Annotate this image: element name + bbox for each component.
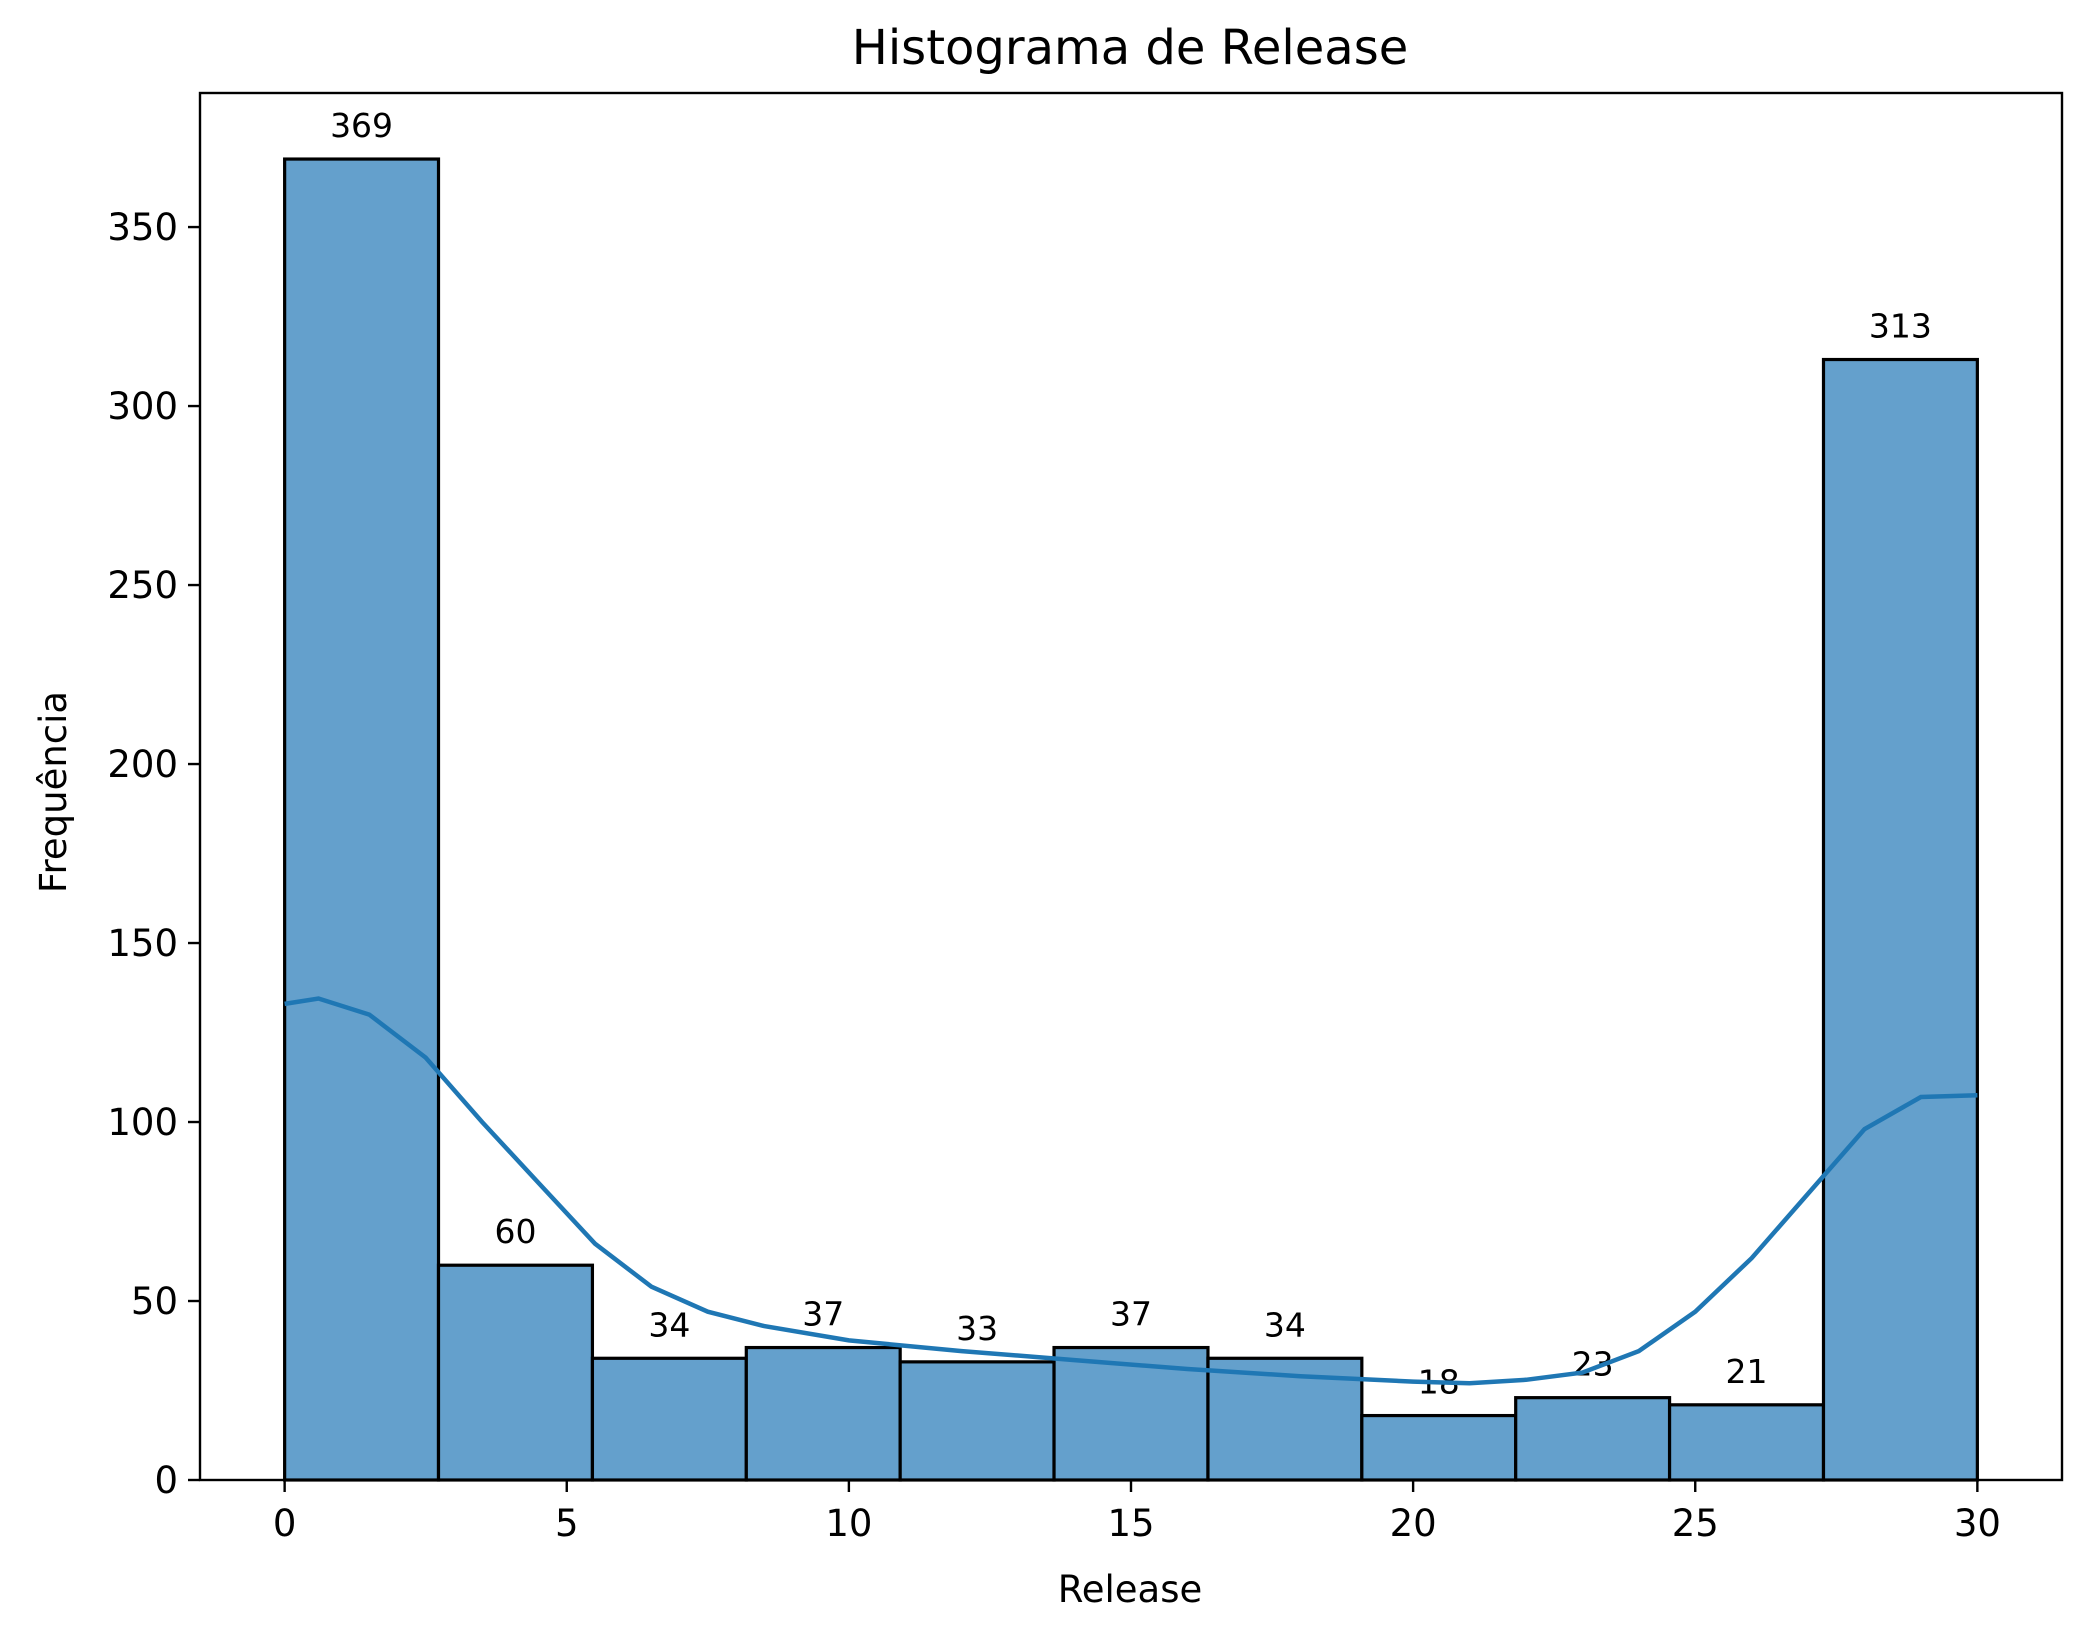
x-axis-ticks: 0 5 10 15 20 25 30 bbox=[273, 1480, 2001, 1545]
y-tick-label: 100 bbox=[107, 1101, 178, 1144]
bar-value-label: 369 bbox=[330, 106, 393, 145]
bar-value-label: 313 bbox=[1869, 307, 1932, 346]
x-tick-label: 15 bbox=[1107, 1502, 1154, 1545]
x-tick-label: 20 bbox=[1390, 1502, 1437, 1545]
x-tick-label: 10 bbox=[825, 1502, 872, 1545]
y-tick-label: 200 bbox=[107, 743, 178, 786]
y-tick-label: 250 bbox=[107, 564, 178, 607]
histogram-bar bbox=[744, 1345, 902, 1482]
bar-value-label: 60 bbox=[494, 1212, 536, 1251]
x-axis-label: Release bbox=[1058, 1568, 1203, 1611]
y-tick-label: 0 bbox=[154, 1459, 178, 1502]
y-axis-label: Frequência bbox=[32, 691, 75, 893]
bar-value-label: 21 bbox=[1726, 1352, 1768, 1391]
histogram-bar bbox=[1667, 1403, 1826, 1482]
kde-curve bbox=[284, 996, 1978, 1386]
histogram-bar bbox=[898, 1360, 1056, 1482]
y-axis-ticks: 0 50 100 150 200 250 300 350 bbox=[107, 206, 200, 1502]
histogram-bar bbox=[283, 157, 441, 1482]
histogram-bar bbox=[1360, 1413, 1518, 1482]
chart-title: Histograma de Release bbox=[852, 20, 1408, 76]
x-tick-label: 0 bbox=[273, 1502, 297, 1545]
bar-value-label: 34 bbox=[1264, 1305, 1306, 1344]
x-tick-label: 30 bbox=[1954, 1502, 2001, 1545]
bar-value-label: 37 bbox=[802, 1295, 844, 1334]
histogram-bar bbox=[1821, 357, 1979, 1482]
histogram-bar bbox=[590, 1356, 748, 1482]
x-tick-label: 25 bbox=[1672, 1502, 1719, 1545]
histogram-bar bbox=[1514, 1396, 1672, 1482]
histogram-bar bbox=[436, 1263, 595, 1482]
y-tick-label: 50 bbox=[131, 1280, 178, 1323]
y-tick-label: 300 bbox=[107, 385, 178, 428]
bar-value-label: 33 bbox=[956, 1309, 998, 1348]
bars-group bbox=[283, 157, 1979, 1482]
bar-value-label: 37 bbox=[1110, 1295, 1152, 1334]
x-tick-label: 5 bbox=[555, 1502, 579, 1545]
bar-value-label: 34 bbox=[648, 1305, 690, 1344]
y-tick-label: 150 bbox=[107, 922, 178, 965]
y-tick-label: 350 bbox=[107, 206, 178, 249]
